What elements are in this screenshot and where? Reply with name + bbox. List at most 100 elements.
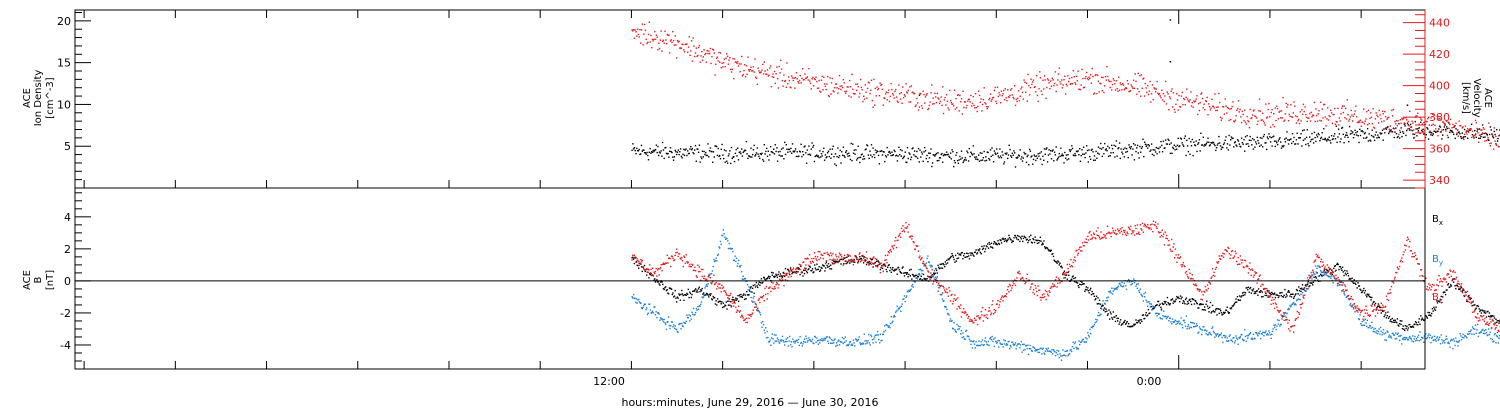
velocity-point: [1132, 79, 1135, 81]
by-point: [859, 342, 861, 344]
bx-point: [1350, 278, 1352, 280]
ion-density-point: [1016, 157, 1018, 159]
velocity-point: [1470, 128, 1472, 131]
velocity-point: [791, 75, 793, 77]
ion-density-point: [1332, 138, 1334, 140]
ion-density-point: [1440, 131, 1442, 133]
ion-density-point: [849, 158, 852, 161]
velocity-point: [1165, 80, 1167, 83]
ion-density-point: [1203, 145, 1205, 147]
bx-point: [1427, 311, 1429, 314]
ion-density-point: [1456, 133, 1458, 136]
ion-density-point: [965, 159, 967, 161]
bx-point: [868, 260, 871, 263]
bx-point: [1235, 298, 1237, 300]
velocity-point: [766, 73, 768, 76]
bx-point: [849, 262, 851, 264]
by-point: [930, 266, 932, 268]
velocity-point: [1248, 120, 1250, 123]
ion-density-point: [891, 151, 893, 153]
velocity-point: [1108, 80, 1111, 83]
ion-density-point: [791, 152, 793, 154]
velocity-point: [1121, 89, 1123, 91]
bx-point: [709, 294, 711, 297]
velocity-point: [1208, 103, 1210, 105]
ion-density-outlier-point: [1169, 19, 1172, 21]
by-point: [771, 333, 773, 335]
bx-point: [980, 253, 982, 255]
velocity-point: [1167, 93, 1169, 95]
by-point: [642, 306, 644, 309]
velocity-point: [1406, 119, 1408, 121]
by-point: [988, 344, 990, 347]
ion-density-point: [681, 157, 683, 159]
velocity-point: [686, 43, 688, 45]
by-point: [804, 341, 806, 343]
velocity-point: [753, 71, 755, 73]
velocity-point: [848, 95, 850, 97]
by-point: [739, 266, 741, 268]
bx-point: [673, 295, 676, 297]
bx-point: [1087, 287, 1089, 289]
by-point: [711, 273, 713, 275]
by-point: [833, 342, 835, 344]
bx-point: [885, 268, 887, 271]
ion-density-point: [1100, 142, 1102, 145]
velocity-point: [1186, 98, 1189, 100]
velocity-point: [885, 91, 888, 93]
bx-point: [1446, 289, 1448, 291]
ion-density-point: [1107, 145, 1109, 148]
by-point: [1114, 287, 1117, 290]
ion-density-point: [820, 156, 822, 158]
bx-point: [1305, 284, 1307, 286]
velocity-point: [801, 77, 803, 80]
ion-density-point: [1078, 154, 1080, 156]
ion-density-point: [637, 150, 640, 152]
bx-point: [1197, 307, 1199, 309]
velocity-point: [696, 55, 698, 58]
velocity-point: [929, 101, 931, 103]
ion-density-point: [857, 145, 859, 147]
ion-density-point: [809, 153, 811, 155]
bx-point: [1493, 317, 1496, 319]
bx-point: [662, 287, 665, 290]
ion-density-point: [1026, 155, 1028, 158]
ion-density-point: [1188, 137, 1190, 140]
ion-density-point: [809, 154, 812, 156]
by-point: [818, 339, 820, 341]
by-point: [826, 336, 828, 338]
ion-density-point: [812, 144, 815, 147]
velocity-point: [1308, 117, 1310, 119]
bx-point: [1204, 309, 1206, 311]
bx-point: [1028, 236, 1031, 238]
by-point: [721, 234, 723, 237]
by-point: [889, 326, 891, 329]
bx-point: [755, 281, 757, 284]
ion-density-point: [1316, 136, 1319, 138]
bx-point: [873, 263, 875, 265]
ion-density-point: [852, 143, 854, 145]
bx-point: [1455, 284, 1458, 287]
by-point: [692, 307, 695, 310]
bx-point: [922, 273, 925, 276]
ion-density-point: [1309, 140, 1312, 143]
velocity-point: [665, 39, 667, 41]
bx-point: [1421, 317, 1423, 319]
velocity-point: [1135, 80, 1137, 82]
bx-point: [1106, 310, 1108, 312]
velocity-point: [1333, 113, 1335, 116]
velocity-point: [1456, 132, 1458, 134]
velocity-point: [931, 103, 934, 105]
bx-point: [758, 281, 760, 283]
by-point: [1034, 350, 1036, 352]
by-point: [764, 332, 766, 334]
bx-point: [1467, 296, 1469, 298]
velocity-point: [1212, 105, 1215, 108]
ion-density-point: [1458, 131, 1460, 133]
bx-point: [1114, 316, 1116, 318]
bx-point: [971, 252, 974, 255]
bx-point: [863, 256, 865, 258]
ion-density-point: [1099, 147, 1101, 150]
velocity-point: [765, 73, 767, 75]
ion-density-point: [751, 156, 753, 158]
